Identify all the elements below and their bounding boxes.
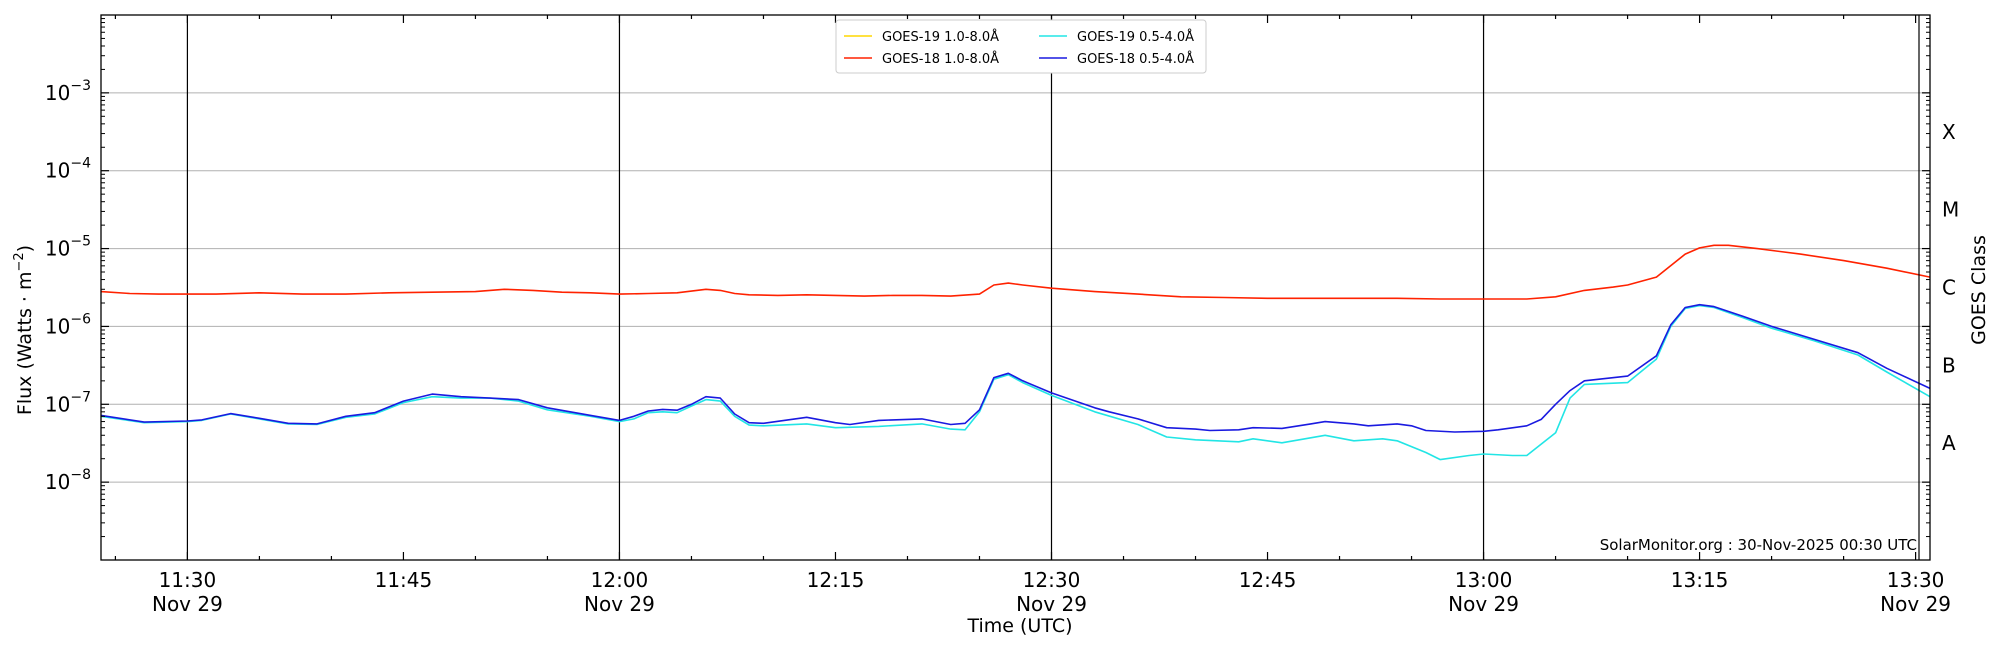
grid-layer: [101, 92, 1930, 483]
y-axis-label: Flux (Watts · m−2): [12, 245, 36, 415]
x-tick-label: 12:45: [1239, 568, 1297, 592]
x-tick-label: 12:30: [1023, 568, 1081, 592]
x-tick-sublabel: Nov 29: [1880, 592, 1951, 616]
y-axis-label-main: Flux (Watts · m: [14, 272, 36, 416]
series-line: [100, 303, 1931, 433]
x-tick-label: 11:30: [159, 568, 217, 592]
y-tick-label: 10−5: [45, 234, 91, 261]
source-annotation: SolarMonitor.org : 30-Nov-2025 00:30 UTC: [1600, 536, 1917, 554]
x-tick-label: 11:45: [375, 568, 433, 592]
x-axis-label: Time (UTC): [966, 615, 1072, 637]
legend: GOES-19 1.0-8.0Å GOES-18 1.0-8.0Å GOES-19 …: [835, 19, 1207, 74]
y-tick-label: 10−7: [45, 389, 91, 416]
series-line: [100, 304, 1931, 461]
x-tick-sublabel: Nov 29: [584, 592, 655, 616]
legend-entry-label: GOES-18 1.0-8.0Å: [882, 51, 999, 67]
y-axis-label-exponent: −2: [12, 252, 27, 271]
series-layer: [100, 244, 1931, 461]
goes-class-label: C: [1942, 276, 1956, 300]
x-tick-sublabel: Nov 29: [1016, 592, 1087, 616]
goes-class-label: B: [1942, 353, 1956, 377]
goes-class-label: M: [1942, 198, 1959, 222]
legend-box: [835, 19, 1207, 74]
x-tick-label: 13:00: [1455, 568, 1513, 592]
x-tick-label: 12:00: [591, 568, 649, 592]
x-tick-label: 12:15: [807, 568, 865, 592]
day-marker-lines: [186, 15, 1485, 560]
x-tick-label: 13:30: [1887, 568, 1945, 592]
x-tick-sublabel: Nov 29: [152, 592, 223, 616]
y-tick-label: 10−4: [45, 156, 91, 183]
y-axis-label-close: ): [14, 245, 36, 252]
y-tick-label: 10−6: [45, 311, 91, 338]
y-tick-label: 10−8: [45, 467, 91, 494]
x-tick-label: 13:15: [1671, 568, 1729, 592]
y-tick-label: 10−3: [45, 78, 91, 105]
series-line: [100, 244, 1931, 300]
plot-frame: [100, 14, 1931, 561]
goes-class-label: X: [1942, 120, 1956, 144]
legend-entry-label: GOES-18 0.5-4.0Å: [1077, 51, 1194, 67]
goes-class-axis-label: GOES Class: [1968, 235, 1990, 345]
legend-entry-label: GOES-19 1.0-8.0Å: [882, 29, 999, 45]
x-tick-sublabel: Nov 29: [1448, 592, 1519, 616]
legend-entry-label: GOES-19 0.5-4.0Å: [1077, 29, 1194, 45]
goes-class-label: A: [1942, 431, 1956, 455]
